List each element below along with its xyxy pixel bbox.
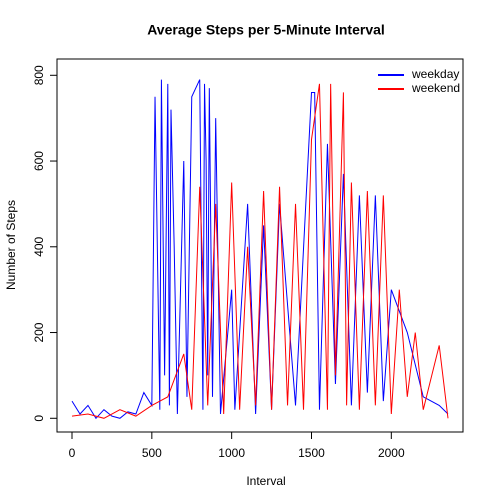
y-tick-label: 200 [32, 322, 46, 342]
plot-box [56, 58, 464, 433]
x-axis-label: Interval [246, 474, 285, 488]
legend-label: weekend [411, 81, 460, 95]
x-tick-label: 1000 [218, 446, 245, 460]
y-tick-label: 600 [32, 151, 46, 171]
series-line [71, 79, 449, 420]
chart-title: Average Steps per 5-Minute Interval [147, 22, 385, 38]
y-tick-label: 0 [32, 415, 46, 422]
y-tick-label: 800 [32, 65, 46, 85]
y-axis-label: Number of Steps [4, 200, 18, 290]
y-tick-label: 400 [32, 236, 46, 256]
x-tick-label: 0 [69, 446, 76, 460]
x-tick-label: 500 [142, 446, 162, 460]
x-tick-label: 2000 [378, 446, 405, 460]
legend-label: weekday [411, 67, 459, 81]
series-line [71, 83, 449, 419]
x-tick-label: 1500 [298, 446, 325, 460]
